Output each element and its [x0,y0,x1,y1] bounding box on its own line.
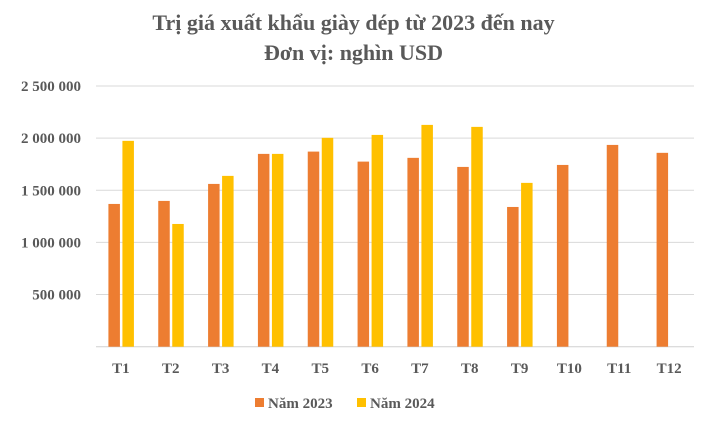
x-tick-label: T9 [511,361,529,377]
bar-năm-2024-t7 [421,124,433,347]
chart-title: Trị giá xuất khẩu giày dép từ 2023 đến n… [152,10,555,35]
bar-năm-2023-t11 [606,144,619,347]
bar-năm-2023-t1 [108,203,120,347]
bar-năm-2023-t9 [507,206,519,347]
bar-năm-2024-t4 [271,153,284,347]
bar-năm-2024-t9 [521,182,533,347]
bar-năm-2023-t4 [257,153,270,347]
x-tick-label: T3 [212,361,230,377]
bar-năm-2024-t1 [122,140,134,347]
x-tick-label: T2 [162,361,180,377]
y-tick-label: 1 000 000 [21,235,81,251]
x-tick-label: T4 [262,361,280,377]
legend-label: Năm 2023 [268,396,333,412]
x-tick-label: T7 [411,361,429,377]
chart-subtitle: Đơn vị: nghìn USD [263,40,444,65]
y-tick-label: 2 500 000 [21,79,81,95]
y-tick-label: 1 500 000 [21,183,81,199]
y-tick-label: 2 000 000 [21,131,81,147]
bar-năm-2024-t2 [172,223,184,347]
bar-năm-2023-t3 [208,183,220,347]
bar-năm-2023-t6 [357,161,370,347]
legend-label: Năm 2024 [370,396,435,412]
bar-năm-2024-t3 [222,175,234,347]
x-tick-label: T12 [657,361,682,377]
x-tick-label: T1 [112,361,130,377]
bar-năm-2024-t6 [371,134,384,347]
y-tick-label: 500 000 [32,288,81,304]
x-tick-label: T6 [361,361,379,377]
bar-năm-2024-t8 [471,126,483,347]
bar-năm-2023-t12 [656,152,669,347]
x-tick-label: T8 [461,361,479,377]
x-tick-label: T10 [557,361,582,377]
x-tick-label: T11 [607,361,631,377]
bar-năm-2023-t7 [407,157,419,347]
bar-năm-2023-t10 [556,164,569,347]
legend-swatch [357,398,366,407]
bar-năm-2023-t5 [307,151,320,347]
bar-năm-2023-t8 [457,166,469,347]
legend-swatch [255,398,264,407]
x-tick-label: T5 [311,361,329,377]
bar-năm-2024-t5 [321,137,334,347]
bar-năm-2023-t2 [158,200,170,347]
